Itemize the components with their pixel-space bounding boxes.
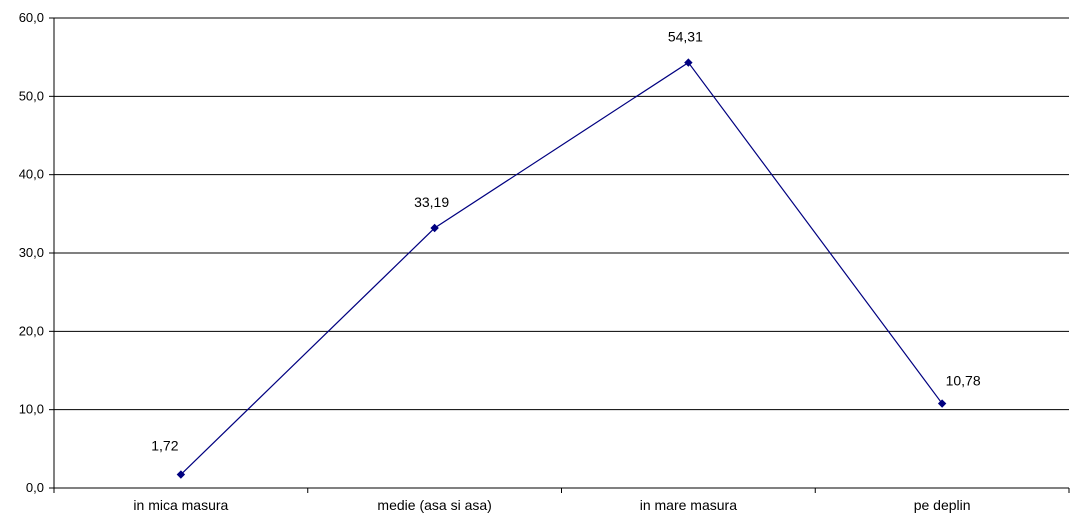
x-category-label: medie (asa si asa) [377,497,491,513]
y-tick-label: 0,0 [26,480,44,495]
series [176,58,947,479]
y-tick-label: 10,0 [19,402,44,417]
data-label: 1,72 [151,438,178,454]
y-tick-labels: 0,0 10,0 20,0 30,0 40,0 50,0 60,0 [19,10,54,495]
data-labels: 1,72 33,19 54,31 10,78 [151,29,981,454]
data-label: 10,78 [946,373,981,389]
data-label: 54,31 [668,29,703,45]
x-category-label: pe deplin [914,497,971,513]
data-label: 33,19 [414,194,449,210]
y-tick-label: 50,0 [19,88,44,103]
y-tick-label: 60,0 [19,10,44,25]
y-tick-label: 30,0 [19,245,44,260]
data-point-marker [684,58,693,67]
series-line [180,61,943,475]
x-category-ticks [53,488,1070,493]
y-tick-label: 20,0 [19,323,44,338]
x-category-label: in mare masura [640,497,737,513]
data-point-marker [937,399,947,408]
y-tick-label: 40,0 [19,167,44,182]
x-category-labels: in mica masura medie (asa si asa) in mare … [133,497,970,513]
data-point-marker [176,470,186,479]
x-category-label: in mica masura [133,497,228,513]
data-point-marker [430,223,439,233]
gridlines [54,17,1069,411]
